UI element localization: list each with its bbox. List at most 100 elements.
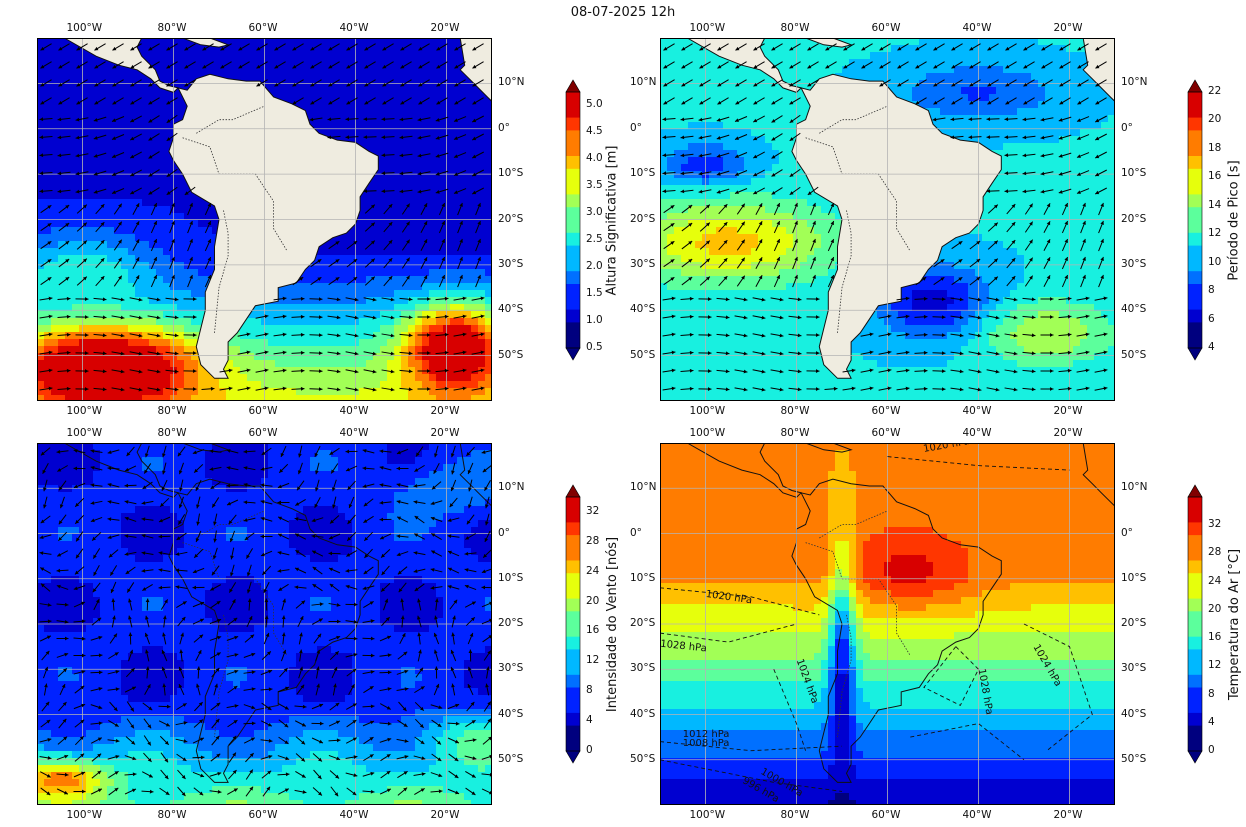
lon-label-bottom: 60°W bbox=[871, 809, 901, 821]
colorbar-label: Intensidade do Vento [nós] bbox=[604, 536, 620, 712]
colorbar-tick-label: 0.5 bbox=[586, 341, 603, 353]
lat-label-right: 10°S bbox=[498, 167, 524, 180]
colorbar-tick-label: 14 bbox=[1208, 198, 1222, 211]
colorbar-tick-label: 4 bbox=[1208, 341, 1215, 353]
colorbar-label: Período de Pico [s] bbox=[1226, 159, 1242, 281]
lat-label-left: 10°N bbox=[630, 76, 657, 89]
colorbar-tick-label: 3.5 bbox=[586, 179, 603, 192]
lat-label-right: 30°S bbox=[1121, 662, 1147, 675]
central-america-land bbox=[660, 443, 803, 498]
lon-label-top: 100°W bbox=[689, 22, 726, 34]
map-significant-wave-height bbox=[37, 38, 492, 401]
lon-label-top: 100°W bbox=[689, 427, 726, 439]
colorbar-tick-label: 20 bbox=[1208, 113, 1222, 126]
colorbar-tick-label: 10 bbox=[1208, 255, 1222, 268]
lon-label-top: 100°W bbox=[66, 427, 103, 439]
caribbean-land bbox=[778, 38, 853, 48]
lat-label-right: 40°S bbox=[1121, 707, 1147, 720]
lat-label-right: 40°S bbox=[1121, 303, 1147, 316]
lat-label-right: 10°N bbox=[1121, 481, 1148, 494]
lon-label-bottom: 80°W bbox=[157, 809, 187, 821]
isobar-label: 1008 hPa bbox=[683, 738, 730, 749]
lat-label-left: 40°S bbox=[630, 303, 656, 316]
map-peak-period bbox=[660, 38, 1115, 401]
lon-label-top: 60°W bbox=[871, 22, 901, 34]
lat-label-left: 20°S bbox=[630, 617, 656, 629]
africa-land bbox=[1082, 38, 1115, 103]
lon-label-bottom: 20°W bbox=[430, 405, 460, 417]
colorbar-tick-label: 16 bbox=[1208, 170, 1222, 183]
map-frame bbox=[37, 443, 492, 805]
lat-label-right: 0° bbox=[498, 526, 510, 539]
isobar-label: 1028 hPa bbox=[660, 639, 707, 655]
lat-label-left: 10°S bbox=[630, 571, 656, 584]
lon-label-top: 40°W bbox=[962, 427, 992, 439]
lat-label-right: 20°S bbox=[498, 212, 524, 225]
lat-label-right: 10°S bbox=[498, 571, 524, 584]
lat-label-left: 10°N bbox=[630, 481, 657, 494]
colorbar-tick-label: 4.0 bbox=[586, 152, 603, 165]
colorbar-tick-label: 8 bbox=[1208, 284, 1215, 297]
direction-arrows bbox=[662, 43, 1108, 392]
lon-label-top: 40°W bbox=[339, 427, 369, 439]
colorbar-tick-label: 0 bbox=[586, 744, 593, 756]
colorbar-ws bbox=[565, 484, 581, 764]
caribbean-land bbox=[155, 38, 230, 48]
lat-label-right: 40°S bbox=[498, 303, 524, 316]
lon-label-top: 80°W bbox=[780, 22, 810, 34]
lon-label-top: 20°W bbox=[430, 427, 460, 439]
lon-label-bottom: 100°W bbox=[689, 405, 726, 417]
lon-label-top: 80°W bbox=[157, 22, 187, 34]
lon-label-bottom: 40°W bbox=[339, 405, 369, 417]
lat-label-right: 50°S bbox=[498, 348, 524, 361]
lon-label-top: 20°W bbox=[1053, 22, 1083, 34]
colorbar-tick-label: 4 bbox=[586, 714, 593, 727]
graticule bbox=[660, 38, 1115, 401]
lon-label-bottom: 60°W bbox=[248, 405, 278, 417]
caribbean-land bbox=[778, 443, 853, 453]
lat-label-left: 30°S bbox=[630, 257, 656, 270]
colorbar-tick-label: 6 bbox=[1208, 312, 1215, 325]
lon-label-bottom: 40°W bbox=[962, 405, 992, 417]
colorbar-tick-label: 1.5 bbox=[586, 287, 603, 300]
map-frame bbox=[37, 38, 492, 401]
figure-title: 08-07-2025 12h bbox=[570, 5, 676, 20]
lon-label-bottom: 20°W bbox=[1053, 809, 1083, 821]
map-frame bbox=[660, 38, 1115, 401]
lat-label-right: 10°N bbox=[1121, 76, 1148, 89]
lat-label-left: 50°S bbox=[630, 348, 656, 361]
lat-label-right: 20°S bbox=[498, 617, 524, 629]
colorbar-tick-label: 2.5 bbox=[586, 233, 603, 246]
colorbar-tick-label: 20 bbox=[586, 594, 600, 607]
lon-label-top: 40°W bbox=[962, 22, 992, 34]
country-border bbox=[196, 510, 265, 539]
lat-label-right: 30°S bbox=[1121, 257, 1147, 270]
country-border bbox=[837, 614, 852, 738]
colorbar-label: Altura Significativa [m] bbox=[604, 145, 620, 295]
country-border bbox=[837, 210, 852, 333]
country-border bbox=[805, 542, 843, 579]
colorbar-tick-label: 5.0 bbox=[586, 98, 603, 111]
graticule bbox=[37, 443, 492, 805]
lon-label-bottom: 20°W bbox=[1053, 405, 1083, 417]
lat-label-right: 20°S bbox=[1121, 617, 1147, 629]
colorbar-tick-label: 22 bbox=[1208, 85, 1222, 97]
lat-label-left: 0° bbox=[630, 121, 642, 134]
colorbar-tick-label: 32 bbox=[586, 504, 600, 517]
lat-label-right: 50°S bbox=[498, 752, 524, 765]
lon-label-bottom: 100°W bbox=[66, 809, 103, 821]
lon-label-top: 60°W bbox=[248, 22, 278, 34]
colorbar-tick-label: 12 bbox=[1208, 227, 1222, 240]
lat-label-right: 10°N bbox=[498, 76, 525, 89]
central-america-land bbox=[37, 443, 180, 498]
lat-label-right: 50°S bbox=[1121, 752, 1147, 765]
lon-label-top: 80°W bbox=[157, 427, 187, 439]
colorbar-tick-label: 28 bbox=[586, 534, 600, 547]
direction-arrows bbox=[39, 43, 485, 392]
lat-label-right: 10°S bbox=[1121, 571, 1147, 584]
lon-label-top: 20°W bbox=[1053, 427, 1083, 439]
lat-label-right: 10°N bbox=[498, 481, 525, 494]
colorbar-tick-label: 8 bbox=[1208, 687, 1215, 700]
colorbar-tick-label: 16 bbox=[586, 624, 600, 637]
